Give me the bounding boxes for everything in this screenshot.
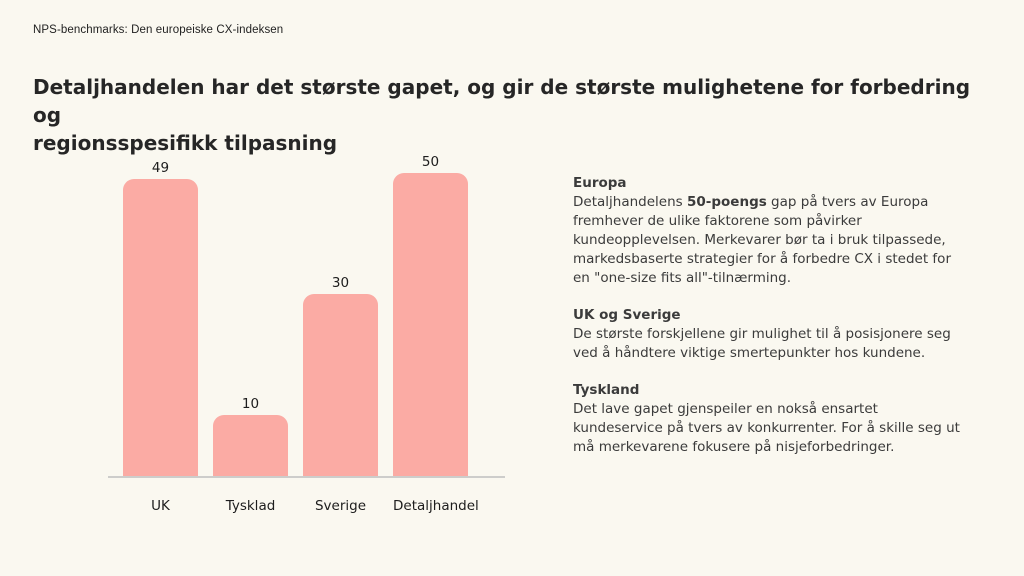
- x-axis-label-tysklad: Tysklad: [225, 498, 276, 514]
- chart-plot-area: 49 10 30 50: [108, 144, 505, 478]
- insight-body: Det lave gapet gjenspeiler en nokså ensa…: [573, 401, 960, 455]
- x-axis-labels: UK Tysklad Sverige Detaljhandel: [108, 498, 505, 514]
- bar-chart: 49 10 30 50 UK Tysklad Sverige Detaljhan…: [108, 144, 505, 514]
- page-title-line-1: Detaljhandelen har det største gapet, og…: [33, 75, 971, 128]
- bar-group-tysklad: 10: [213, 395, 288, 476]
- page-title-line-2: regionsspesifikk tilpasning: [33, 131, 338, 156]
- bar-group-detaljhandel: 50: [393, 153, 468, 476]
- insight-section-uk-og-sverige: UK og Sverige De største forskjellene gi…: [573, 306, 967, 363]
- bar-group-sverige: 30: [303, 274, 378, 476]
- insight-section-tyskland: Tyskland Det lave gapet gjenspeiler en n…: [573, 381, 967, 457]
- bar-value-label: 30: [331, 274, 350, 291]
- x-axis-label-uk: UK: [151, 498, 170, 514]
- bar-group-uk: 49: [123, 159, 198, 476]
- insight-body-text: gap på tvers av Europa fremhever de ulik…: [573, 194, 951, 286]
- insight-heading: Tyskland: [573, 382, 640, 398]
- insight-heading: UK og Sverige: [573, 307, 681, 323]
- report-label: NPS-benchmarks: Den europeiske CX-indeks…: [33, 24, 284, 36]
- bar-uk: [123, 179, 198, 476]
- insight-body: Detaljhandelens 50-poengs gap på tvers a…: [573, 193, 967, 288]
- page-title: Detaljhandelen har det største gapet, og…: [33, 73, 993, 157]
- insight-body: De største forskjellene gir mulighet til…: [573, 326, 951, 361]
- insight-body-text: Detaljhandelens: [573, 194, 687, 210]
- insights-column: Europa Detaljhandelens 50-poengs gap på …: [573, 174, 967, 475]
- insight-body-bold-text: 50-poengs: [686, 194, 767, 210]
- bar-sverige: [303, 294, 378, 476]
- bar-value-label: 10: [241, 395, 260, 412]
- x-axis-label-detaljhandel: Detaljhandel: [393, 498, 479, 514]
- insight-section-europa: Europa Detaljhandelens 50-poengs gap på …: [573, 174, 967, 288]
- bar-tysklad: [213, 415, 288, 476]
- bar-detaljhandel: [393, 173, 468, 476]
- insight-heading: Europa: [573, 175, 627, 191]
- bar-value-label: 49: [151, 159, 170, 176]
- bar-value-label: 50: [421, 153, 440, 170]
- x-axis-label-sverige: Sverige: [314, 498, 367, 514]
